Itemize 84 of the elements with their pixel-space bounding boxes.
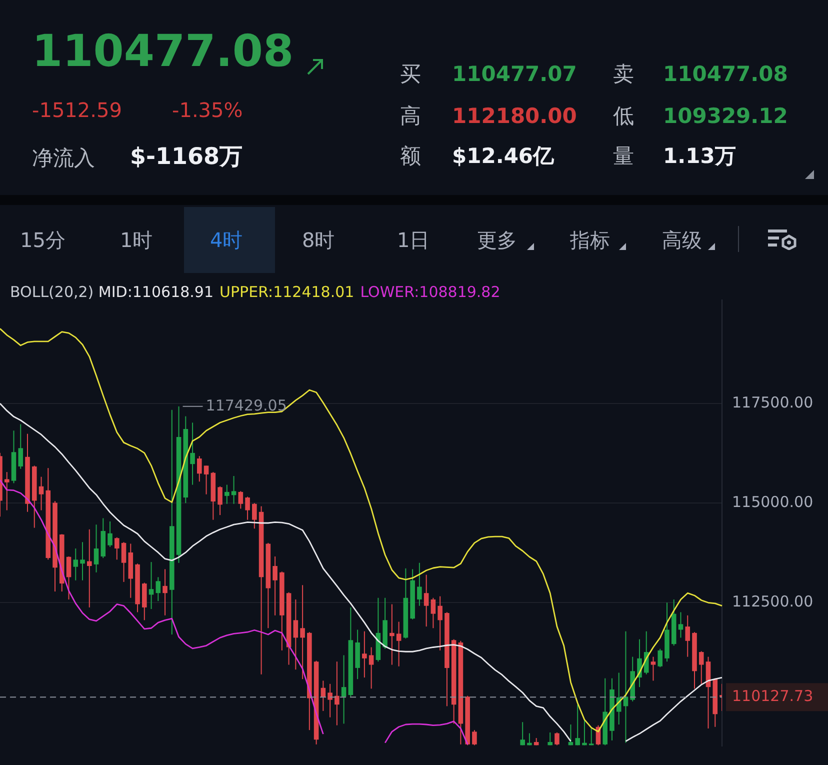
candlestick [548,732,552,746]
y-tick-label: 115000.00 [732,492,814,511]
text: 4时 [210,228,243,252]
candlestick [73,548,78,581]
candlestick [520,722,525,746]
text: -1.35% [172,98,243,122]
candlestick [698,650,704,684]
candlestick [142,582,147,621]
candlestick [300,584,305,680]
text: 1时 [120,228,153,252]
candlestick [66,556,72,600]
candlestick [334,661,340,726]
candlestick [368,646,374,690]
candlestick [4,472,10,511]
text: 8时 [302,228,335,252]
candlestick [204,465,209,495]
text: 110477.08 [32,26,294,79]
candlestick [472,730,477,746]
text: 110477.07 [452,62,577,88]
candlestick [224,484,230,504]
text: 15分 [20,228,66,252]
candlestick [80,542,85,581]
text: 更多 [477,228,517,252]
candlestick [438,596,442,651]
candlestick [156,576,161,602]
text: 净流入 [32,146,95,172]
candlestick [678,612,684,638]
text: 1.13万 [663,144,736,170]
candlestick [575,704,580,746]
text: 112180.00 [452,104,577,130]
text: -1512.59 [32,98,122,122]
candlestick [588,728,594,746]
candlestick [252,502,257,530]
candlestick [362,630,367,678]
candlestick [86,528,92,608]
text: 高级 [662,228,702,252]
text: 额 [400,144,421,170]
text: 卖 [613,62,634,88]
candlestick [18,424,24,470]
text: 109329.12 [663,104,788,130]
candlestick [328,683,332,718]
candlestick [197,456,202,482]
candlestick [341,654,346,724]
candlestick [121,542,126,582]
text: MID:110618.91 [98,283,214,301]
candlestick [231,476,236,504]
candlestick [554,732,560,746]
candlestick [390,604,394,666]
candlestick [424,574,429,628]
candlestick [658,648,663,668]
candlestick [272,556,278,616]
candlestick [685,614,690,658]
annotation: 117429.05 [206,396,287,414]
y-tick-label: 112500.00 [732,592,814,611]
legend-title: BOLL(20,2) [10,283,95,301]
text: 1日 [397,228,430,252]
candlestick [148,562,154,610]
text: 低 [613,104,634,130]
y-tick-label: 117500.00 [732,393,814,412]
candlestick [94,524,99,573]
candlestick [616,672,622,725]
candlestick [430,597,436,629]
text: 指标 [570,228,610,252]
candlestick [293,598,298,670]
text: $12.46亿 [452,144,554,170]
candlestick [38,476,44,511]
candlestick [238,490,244,510]
text: 高 [400,104,421,130]
candlestick [114,536,120,560]
text: $-1168万 [130,144,243,172]
text: 买 [400,62,421,88]
ref-line-label: 110127.73 [732,687,814,705]
candlestick [650,656,656,682]
candlestick [190,422,195,486]
text: LOWER:108819.82 [360,283,500,301]
text: UPPER:112418.01 [220,283,354,301]
candlestick [162,568,168,616]
candlestick [245,496,250,520]
text: 110477.08 [663,62,788,88]
candlestick [108,520,112,548]
candlestick [417,562,422,606]
candlestick [396,621,402,667]
text: 量 [613,144,634,170]
candlestick [218,486,222,516]
